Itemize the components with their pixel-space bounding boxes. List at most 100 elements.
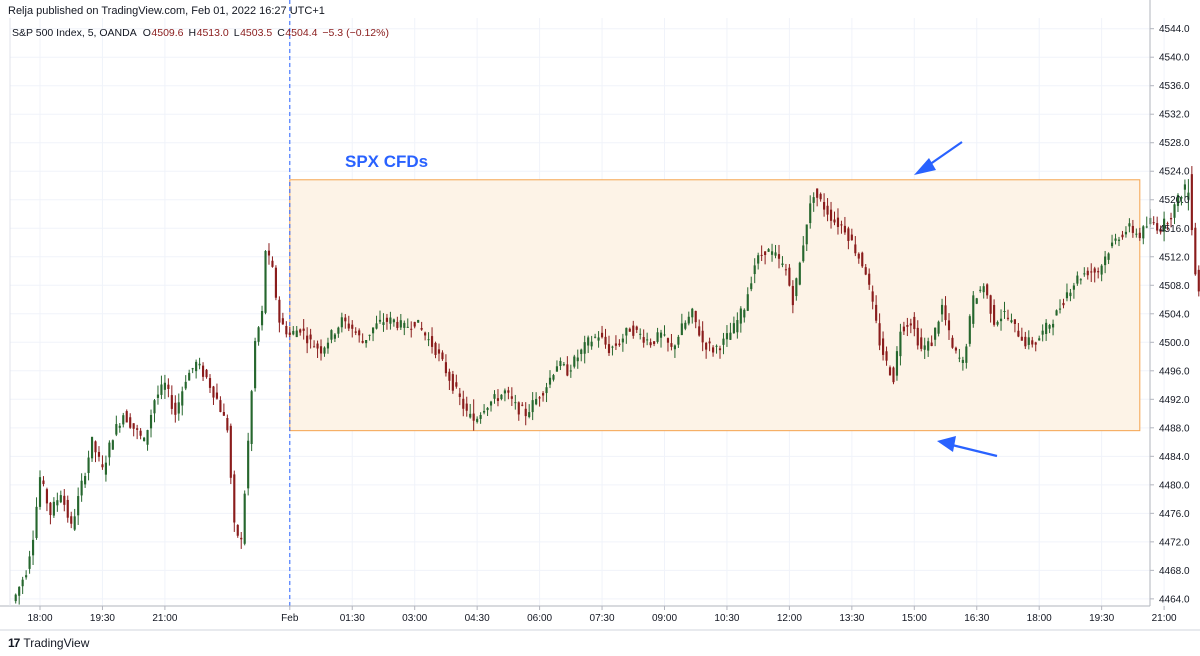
annotation-label[interactable]: SPX CFDs <box>345 152 428 171</box>
candle-body <box>149 414 153 429</box>
candle-body <box>580 349 583 355</box>
y-tick-label: 4472.0 <box>1159 537 1190 548</box>
candle-body <box>35 506 38 538</box>
candle-body <box>528 412 531 418</box>
candle-body <box>139 430 142 436</box>
candle-body <box>219 400 222 412</box>
candle-body <box>784 269 788 271</box>
range-box[interactable] <box>289 179 1141 432</box>
time-axis[interactable]: 18:00 19:30 21:00 Feb 01:30 03:00 04:30 06:00 07… <box>27 606 1177 624</box>
publish-info: Relja published on TradingView.com, Feb … <box>8 5 325 17</box>
candle-body <box>1135 233 1138 235</box>
candle-body <box>337 327 340 334</box>
candle-body <box>840 224 843 226</box>
candle-body <box>781 263 784 266</box>
candle-body <box>371 327 375 334</box>
candle-body <box>1156 223 1159 231</box>
candle-body <box>993 305 996 325</box>
candle-body <box>823 202 826 210</box>
candle-body <box>566 364 569 376</box>
candle-body <box>538 397 541 399</box>
candle-body <box>597 337 600 341</box>
legend-low-value: 4503.5 <box>240 27 272 39</box>
candle-body <box>590 341 593 347</box>
candle-body <box>913 316 916 330</box>
candle-body <box>507 390 510 393</box>
candle-body <box>396 321 399 328</box>
candle-body <box>347 323 350 329</box>
candle-body <box>417 319 420 323</box>
candle-body <box>1083 273 1086 275</box>
candle-body <box>947 320 951 331</box>
candle-body <box>909 323 912 326</box>
candle-body <box>760 254 763 256</box>
candle-body <box>427 339 430 341</box>
candle-body <box>281 318 284 325</box>
candle-body <box>819 193 822 200</box>
candle-body <box>18 586 21 596</box>
candle-body <box>895 351 899 376</box>
candle-body <box>472 413 475 421</box>
candle-body <box>288 332 291 335</box>
candle-body <box>309 334 312 340</box>
candle-body <box>642 337 645 343</box>
candle-body <box>1086 270 1089 276</box>
candle-body <box>465 403 468 411</box>
candle-body <box>496 398 500 401</box>
candle-body <box>233 474 236 523</box>
candle-body <box>847 228 850 241</box>
candle-body <box>1169 218 1173 220</box>
candle-body <box>420 327 423 330</box>
candle-body <box>770 251 774 255</box>
candle-body <box>1159 228 1162 233</box>
candle-body <box>562 364 565 366</box>
candle-body <box>691 308 694 318</box>
candle-body <box>545 387 548 394</box>
candle-body <box>108 442 111 458</box>
candle-body <box>28 556 31 569</box>
candle-body <box>878 323 881 346</box>
legend-change: −5.3 (−0.12%) <box>322 27 389 39</box>
footer-brand[interactable]: TradingView <box>23 636 90 650</box>
candle-body <box>861 252 864 267</box>
candle-body <box>1041 330 1044 335</box>
y-tick-label: 4500.0 <box>1159 338 1190 349</box>
candle-body <box>524 408 527 417</box>
candle-body <box>101 464 104 468</box>
legend-high-label: H <box>189 27 197 39</box>
candle-body <box>999 318 1003 322</box>
candle-body <box>1166 223 1169 225</box>
candle-body <box>746 294 749 311</box>
candle-body <box>444 362 448 374</box>
candle-body <box>653 341 656 344</box>
candle-body <box>1090 271 1093 273</box>
candle-body <box>1052 323 1055 328</box>
y-tick-label: 4464.0 <box>1159 594 1190 605</box>
candle-body <box>857 253 860 259</box>
candle-body <box>600 332 604 338</box>
price-axis[interactable]: 4464.0 4468.0 4472.0 4476.0 4480.0 4484.0 4488… <box>1150 24 1190 605</box>
candle-body <box>49 502 52 516</box>
candle-body <box>934 327 937 340</box>
candle-body <box>677 336 680 345</box>
axes <box>0 0 1200 631</box>
candle-body <box>21 579 24 587</box>
candle-body <box>1163 218 1166 232</box>
candle-body <box>649 342 652 346</box>
candle-body <box>958 357 961 359</box>
candle-body <box>31 539 35 556</box>
candle-body <box>212 386 215 398</box>
y-tick-label: 4480.0 <box>1159 480 1190 491</box>
legend-low-label: L <box>234 27 240 39</box>
candle-body <box>788 267 791 286</box>
candle-body <box>42 480 45 485</box>
candle-body <box>708 341 711 344</box>
footer: 17 TradingView <box>8 636 89 650</box>
candle-body <box>576 357 579 362</box>
x-tick-label: Feb <box>281 613 299 624</box>
candle-body <box>285 325 288 335</box>
legend-open-label: O <box>143 27 151 39</box>
candle-body <box>972 295 975 324</box>
candle-body <box>73 516 76 530</box>
